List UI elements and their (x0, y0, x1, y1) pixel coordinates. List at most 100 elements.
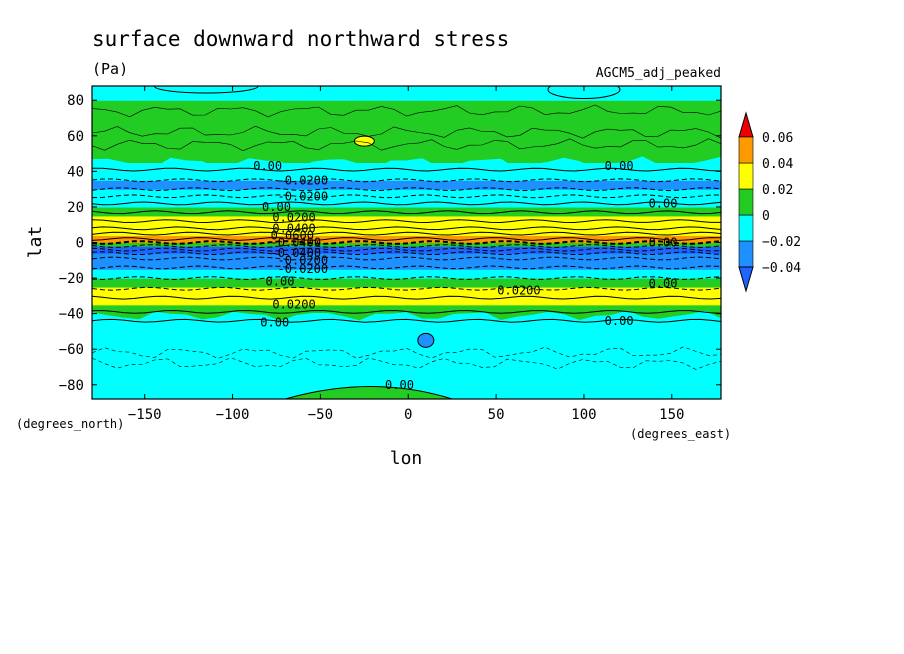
colorbar-segment (738, 214, 754, 242)
contour-band (92, 135, 721, 155)
contour-label: -0.0200 (278, 262, 329, 276)
contour-label: -0.0200 (278, 253, 329, 267)
contour-line (92, 178, 721, 183)
colorbar-segment (738, 136, 754, 164)
x-axis-label: lon (390, 448, 423, 469)
contour-band (92, 286, 721, 297)
x-tick-label: −150 (128, 407, 162, 423)
contour-label: 0.00 (385, 378, 414, 392)
contour-band (92, 118, 721, 137)
contour-label: 0.00 (649, 236, 678, 250)
contour-label: 0.0200 (272, 298, 315, 312)
plot-area: 0.00 0.00-0.0200-0.02000.000.000.02000.04… (92, 86, 721, 399)
contour-band-edge (92, 310, 721, 325)
contour-label: 0.0600 (271, 228, 314, 242)
contour-line (92, 286, 721, 291)
x-tick-label: 100 (571, 407, 596, 423)
contour-band (92, 189, 721, 199)
contour-label: -0.0200 (278, 173, 329, 187)
colorbar-segment (738, 240, 754, 268)
contour-band (92, 249, 721, 254)
contour-band (92, 235, 721, 240)
contour-line (92, 240, 721, 245)
x-units-label: (degrees_east) (630, 427, 731, 441)
cyan-patch-north (547, 86, 621, 100)
contour-band (92, 269, 721, 279)
y-tick-label: 80 (67, 93, 84, 109)
y-tick-label: 0 (76, 236, 84, 252)
colorbar-label: 0.06 (762, 131, 793, 146)
y-tick-label: −40 (59, 307, 84, 323)
contour-label: 0.00 (262, 200, 291, 214)
colorbar-label: 0.02 (762, 183, 793, 198)
contour-band (92, 215, 721, 226)
contour-line (92, 357, 721, 370)
contour-lines (92, 104, 721, 370)
contour-line (92, 256, 721, 261)
contour-band (92, 180, 721, 190)
colorbar-label: −0.04 (762, 261, 801, 276)
contour-band (92, 171, 721, 181)
contour-label: -0.0200 (278, 189, 329, 203)
chart-units: (Pa) (92, 60, 128, 78)
colorbar-segment (738, 188, 754, 216)
contour-line (92, 309, 721, 314)
colorbar: −0.04 −0.02 0 0.02 0.04 0.06 (738, 111, 801, 293)
contour-band (92, 260, 721, 270)
contour-line (92, 265, 721, 270)
x-tick-label: −100 (216, 407, 250, 423)
y-tick-label: −60 (59, 342, 84, 358)
contour-label: 0.00 (266, 275, 295, 289)
contour-line (92, 247, 721, 252)
contour-line (92, 194, 721, 199)
contour-band (92, 322, 721, 333)
contour-band (92, 246, 721, 251)
y-tick-label: 60 (67, 129, 84, 145)
contour-line (92, 276, 721, 281)
contour-band (92, 295, 721, 306)
contour-line (92, 138, 721, 152)
colorbar-over-arrow (738, 111, 754, 138)
contour-band (92, 304, 721, 315)
contour-band (92, 153, 721, 164)
contour-label: 0.00 (649, 196, 678, 210)
contour-line (92, 187, 721, 192)
contour-line (92, 244, 721, 249)
contour-band (92, 231, 721, 236)
contour-label: 0.0200 (497, 284, 540, 298)
contour-line (92, 104, 721, 118)
chart-title: surface downward northward stress (92, 27, 509, 51)
contour-line (92, 226, 721, 231)
contour-band (92, 198, 721, 208)
contour-line (92, 295, 721, 300)
y-tick-label: 40 (67, 164, 84, 180)
contour-band (92, 238, 721, 244)
x-tick-label: 150 (659, 407, 684, 423)
y-units-label: (degrees_north) (16, 417, 124, 431)
y-tick-label: 20 (67, 200, 84, 216)
model-label: AGCM5_adj_peaked (596, 66, 721, 81)
colorbar-label: 0.04 (762, 157, 793, 172)
y-tick-label: −20 (59, 271, 84, 287)
contour-line (92, 251, 721, 256)
contour-band (92, 349, 721, 368)
contour-label: 0.00 (649, 276, 678, 290)
contour-line (92, 219, 721, 224)
contour-line (92, 125, 721, 139)
contour-band (92, 331, 721, 350)
contour-band (92, 366, 721, 386)
contour-line (92, 237, 721, 241)
y-tick-label: −80 (59, 378, 84, 394)
contour-band (92, 206, 721, 217)
contour-label: 0.00 (605, 159, 634, 173)
contour-band (92, 278, 721, 288)
contour-line (92, 210, 721, 215)
contour-line (92, 346, 721, 359)
x-axis: −150 −100 −50 0 50 100 150 (128, 86, 684, 423)
x-tick-label: 0 (404, 407, 412, 423)
contour-line (92, 231, 721, 236)
blue-patch-south (417, 332, 435, 348)
filled-contour-bands (92, 86, 721, 399)
contour-label: 0.00 (260, 316, 289, 330)
